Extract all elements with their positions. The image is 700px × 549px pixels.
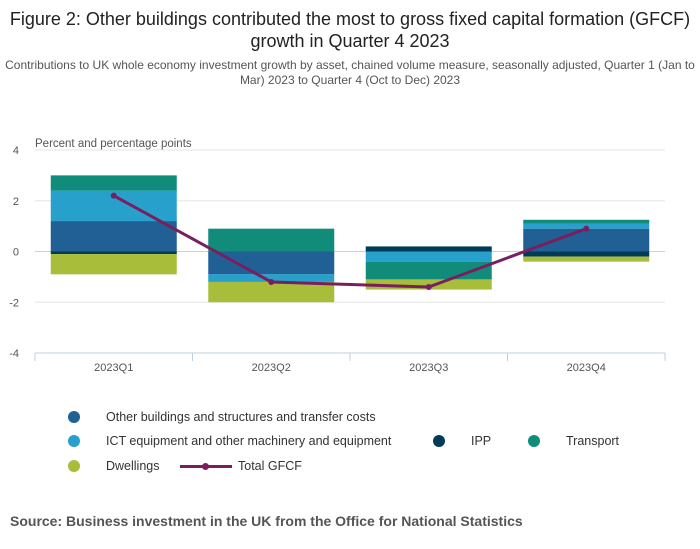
bar-segment [50, 251, 177, 255]
bars [50, 175, 650, 303]
total-gfcf-point [425, 284, 432, 291]
y-tick-label: -2 [9, 297, 19, 309]
chart-title: Figure 2: Other buildings contributed th… [9, 9, 691, 51]
y-tick-labels: 4 2 0 -2 -4 [9, 145, 19, 360]
legend-item-ict: ICT equipment and other machinery and eq… [68, 431, 391, 451]
x-axis: 2023Q1 2023Q2 2023Q3 2023Q4 [34, 352, 666, 374]
legend-line-swatch [180, 460, 232, 472]
bar-segment [50, 221, 177, 252]
legend-label: Dwellings [106, 459, 160, 473]
bar-segment [208, 251, 335, 275]
bar-segment [208, 274, 335, 282]
bar-segment [523, 228, 650, 252]
y-tick-label: 4 [13, 145, 19, 157]
bar-segment [208, 281, 335, 303]
chart-subtitle: Contributions to UK whole economy invest… [5, 58, 695, 87]
stacked-bar-chart: Percent and percentage points 4 2 0 -2 -4 20… [9, 138, 666, 374]
legend-label: Transport [566, 434, 620, 448]
y-tick-label: 2 [13, 196, 19, 208]
legend-item-other-buildings: Other buildings and structures and trans… [68, 407, 376, 427]
legend-swatch [433, 435, 445, 447]
x-tick-label: 2023Q2 [252, 362, 291, 374]
legend-label: Other buildings and structures and trans… [106, 410, 376, 424]
legend-swatch [68, 411, 80, 423]
total-gfcf-line [113, 194, 587, 289]
x-tick-label: 2023Q3 [409, 362, 448, 374]
legend: Other buildings and structures and trans… [60, 405, 680, 480]
source-note: Source: Business investment in the UK fr… [10, 513, 523, 529]
legend-swatch [528, 435, 540, 447]
total-gfcf-point [268, 278, 275, 285]
bar-segment [50, 175, 177, 191]
legend-item-dwellings: Dwellings [68, 456, 160, 476]
bar-segment [365, 251, 492, 262]
legend-swatch [68, 435, 80, 447]
x-tick-label: 2023Q1 [94, 362, 133, 374]
bar-segment [50, 254, 177, 275]
legend-swatch [68, 460, 80, 472]
total-gfcf-point [583, 225, 590, 232]
total-gfcf-point [110, 192, 117, 199]
legend-label: ICT equipment and other machinery and eq… [106, 434, 392, 448]
legend-item-ipp: IPP [433, 431, 491, 451]
y-tick-label: -4 [9, 348, 19, 360]
legend-label: Total GFCF [238, 459, 302, 473]
bar-segment [523, 219, 650, 224]
total-line [110, 192, 590, 291]
x-tick-label: 2023Q4 [567, 362, 606, 374]
legend-item-total-gfcf: Total GFCF [180, 456, 302, 476]
legend-label: IPP [471, 434, 492, 448]
y-axis-label: Percent and percentage points [35, 138, 192, 150]
bar-segment [208, 228, 335, 252]
legend-item-transport: Transport [528, 431, 619, 451]
y-tick-label: 0 [13, 247, 19, 259]
bar-segment [523, 251, 650, 257]
bar-segment [523, 256, 650, 262]
bar-segment [365, 246, 492, 252]
